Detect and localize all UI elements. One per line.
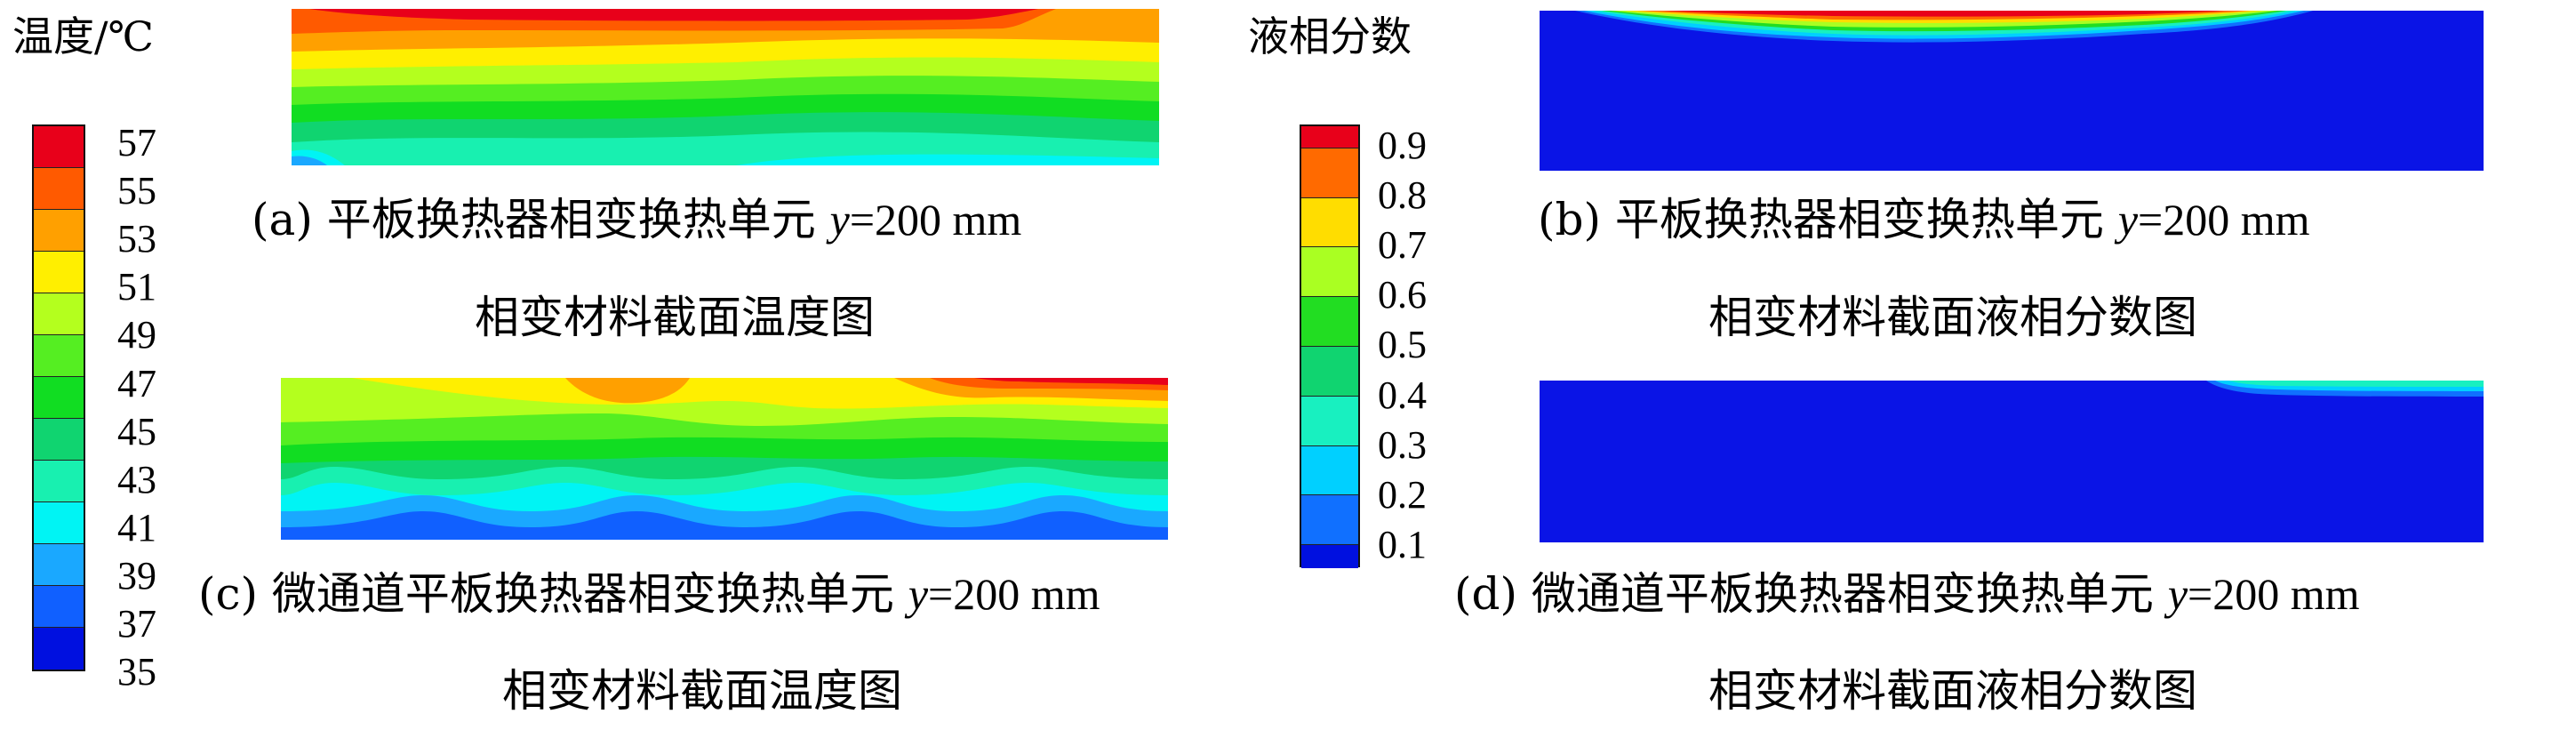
colorbar-segment	[34, 418, 84, 461]
colorbar-segment	[1301, 126, 1358, 148]
liquid-fraction-tick-label: 0.6	[1378, 273, 1427, 317]
colorbar-segment	[34, 627, 84, 670]
panel-d-caption-suffix: =200 mm	[2188, 569, 2360, 619]
panel-a-caption-y-variable: y	[829, 195, 850, 245]
panel-c-temperature-contour	[281, 378, 1168, 540]
panel-a-caption-suffix: =200 mm	[849, 195, 1022, 245]
colorbar-segment	[34, 251, 84, 293]
liquid-fraction-tick-label: 0.1	[1378, 523, 1427, 566]
liquid-fraction-legend-title: 液相分数	[1248, 12, 1412, 60]
colorbar-segment	[34, 209, 84, 252]
colorbar-segment	[34, 167, 84, 210]
panel-a-caption-prefix: (a) 平板换热器相变换热单元	[252, 194, 830, 245]
colorbar-segment	[34, 376, 84, 419]
temperature-tick-label: 57	[117, 121, 156, 164]
colorbar-segment	[1301, 297, 1358, 347]
temperature-tick-label: 41	[117, 506, 156, 550]
temperature-tick-label: 51	[117, 265, 156, 309]
temperature-tick-label: 39	[117, 554, 156, 598]
panel-c-contour-svg	[281, 378, 1168, 540]
panel-c-caption-prefix: (c) 微通道平板换热器相变换热单元	[198, 568, 908, 620]
temperature-legend-title: 温度/℃	[12, 12, 154, 60]
panel-b-caption-y-variable: y	[2117, 195, 2139, 245]
panel-b-contour-svg	[1540, 11, 2484, 171]
panel-b-caption-suffix: =200 mm	[2138, 195, 2310, 245]
panel-b-caption-prefix: (b) 平板换热器相变换热单元	[1538, 194, 2118, 245]
temperature-tick-label: 47	[117, 362, 156, 405]
panel-b-caption-line2: 相变材料截面液相分数图	[1708, 292, 2197, 343]
panel-d-liquid-fraction-contour	[1540, 381, 2484, 542]
colorbar-segment	[1301, 396, 1358, 446]
panel-b-liquid-fraction-contour	[1540, 11, 2484, 171]
colorbar-segment	[1301, 148, 1358, 198]
colorbar-segment	[34, 501, 84, 544]
panel-c-caption-y-variable: y	[908, 569, 929, 619]
panel-a-temperature-contour	[292, 9, 1159, 165]
colorbar-segment	[34, 334, 84, 377]
colorbar-segment	[34, 126, 84, 168]
colorbar-segment	[34, 293, 84, 335]
colorbar-segment	[34, 543, 84, 586]
panel-a-contour-svg	[292, 9, 1159, 165]
panel-d-contour-svg	[1540, 381, 2484, 542]
temperature-tick-label: 43	[117, 458, 156, 501]
liquid-fraction-tick-label: 0.7	[1378, 223, 1427, 267]
liquid-fraction-tick-label: 0.9	[1378, 124, 1427, 167]
panel-a-caption-line2: 相变材料截面温度图	[475, 292, 875, 343]
liquid-fraction-tick-label: 0.2	[1378, 473, 1427, 517]
colorbar-segment	[1301, 247, 1358, 298]
colorbar-segment	[1301, 346, 1358, 397]
temperature-tick-label: 45	[117, 410, 156, 453]
temperature-tick-label: 55	[117, 169, 156, 213]
temperature-tick-label: 37	[117, 602, 156, 646]
panel-a-caption-line1: (a) 平板换热器相变换热单元 y=200 mm	[252, 197, 1021, 242]
panel-c-caption-suffix: =200 mm	[928, 569, 1100, 619]
colorbar-segment	[1301, 445, 1358, 496]
temperature-tick-label: 35	[117, 650, 156, 694]
panel-d-caption-prefix: (d) 微通道平板换热器相变换热单元	[1454, 568, 2168, 620]
liquid-fraction-tick-label: 0.4	[1378, 373, 1427, 417]
panel-d-caption-line1: (d) 微通道平板换热器相变换热单元 y=200 mm	[1454, 572, 2360, 616]
panel-c-caption-line2: 相变材料截面温度图	[502, 665, 902, 717]
liquid-fraction-tick-label: 0.5	[1378, 323, 1427, 366]
colorbar-segment	[34, 460, 84, 502]
colorbar-segment	[34, 585, 84, 628]
temperature-tick-label: 53	[117, 217, 156, 261]
panel-d-caption-line2: 相变材料截面液相分数图	[1708, 665, 2197, 717]
panel-d-caption-y-variable: y	[2167, 569, 2188, 619]
temperature-colorbar	[32, 124, 85, 671]
colorbar-segment	[1301, 495, 1358, 546]
panel-b-caption-line1: (b) 平板换热器相变换热单元 y=200 mm	[1538, 197, 2310, 242]
liquid-fraction-tick-label: 0.8	[1378, 173, 1427, 217]
panel-c-caption-line1: (c) 微通道平板换热器相变换热单元 y=200 mm	[198, 572, 1100, 616]
liquid-fraction-colorbar	[1300, 124, 1360, 569]
colorbar-segment	[1301, 197, 1358, 248]
colorbar-segment	[1301, 545, 1358, 569]
liquid-fraction-tick-label: 0.3	[1378, 423, 1427, 467]
temperature-tick-label: 49	[117, 313, 156, 357]
